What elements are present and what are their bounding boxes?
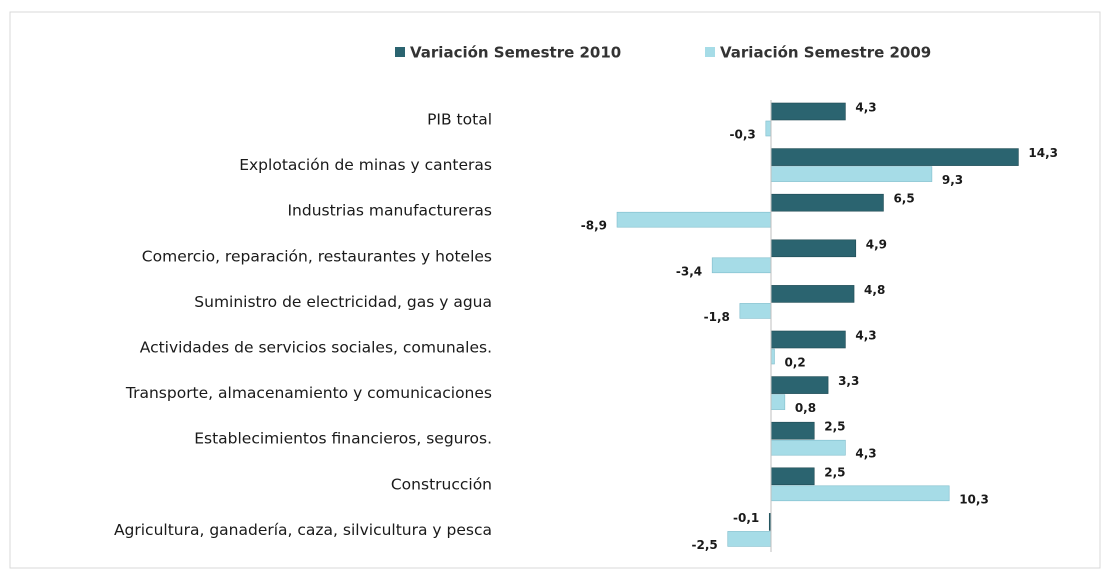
value-label: -0,3 [730,128,756,142]
category-label: PIB total [427,111,492,129]
value-label: 2,5 [824,465,845,479]
value-label: 3,3 [838,374,859,388]
value-label: 0,2 [784,356,805,370]
value-label: 14,3 [1028,146,1058,160]
bar [770,439,846,456]
category-label: Explotación de minas y canteras [239,156,492,174]
value-label: -3,4 [676,264,702,278]
value-label: 4,3 [855,329,876,343]
value-label: -0,1 [733,511,759,525]
legend-swatch [705,47,715,57]
bar [770,467,815,486]
category-label: Actividades de servicios sociales, comun… [140,339,492,357]
value-label: 4,8 [864,283,885,297]
value-label: 6,5 [893,192,914,206]
legend-label: Variación Semestre 2010 [410,44,621,62]
bar [770,285,855,303]
value-label: 9,3 [942,173,963,187]
category-label: Comercio, reparación, restaurantes y hot… [142,247,492,265]
value-label: 0,8 [795,401,816,415]
bar [770,394,786,410]
value-label: 2,5 [824,420,845,434]
value-label: 4,9 [866,237,887,251]
bar [770,348,775,365]
bar [770,421,815,440]
legend-swatch [395,47,405,57]
value-label: -8,9 [581,219,607,233]
chart-frame [9,11,1101,569]
bar [711,257,772,274]
legend-label: Variación Semestre 2009 [720,44,931,62]
value-label: -2,5 [692,538,718,552]
bar [770,239,857,258]
category-label: Industrias manufactureras [287,202,492,220]
bar [770,376,829,394]
bar [739,303,772,319]
category-label: Transporte, almacenamiento y comunicacio… [125,384,492,402]
value-label: -1,8 [704,310,730,324]
bar [765,120,772,137]
bar [727,531,772,547]
bar [770,166,933,182]
category-label: Agricultura, ganadería, caza, silvicultu… [114,521,492,539]
category-label: Suministro de electricidad, gas y agua [194,293,492,311]
category-label: Establecimientos financieros, seguros. [194,430,492,448]
value-label: 4,3 [855,101,876,115]
value-label: 4,3 [855,447,876,461]
value-label: 10,3 [959,492,989,506]
category-label: Construcción [391,475,492,493]
bar [770,102,846,121]
bar [770,330,846,349]
bar [770,193,884,212]
bar [770,148,1019,166]
bar [770,485,950,502]
bar [616,211,772,228]
